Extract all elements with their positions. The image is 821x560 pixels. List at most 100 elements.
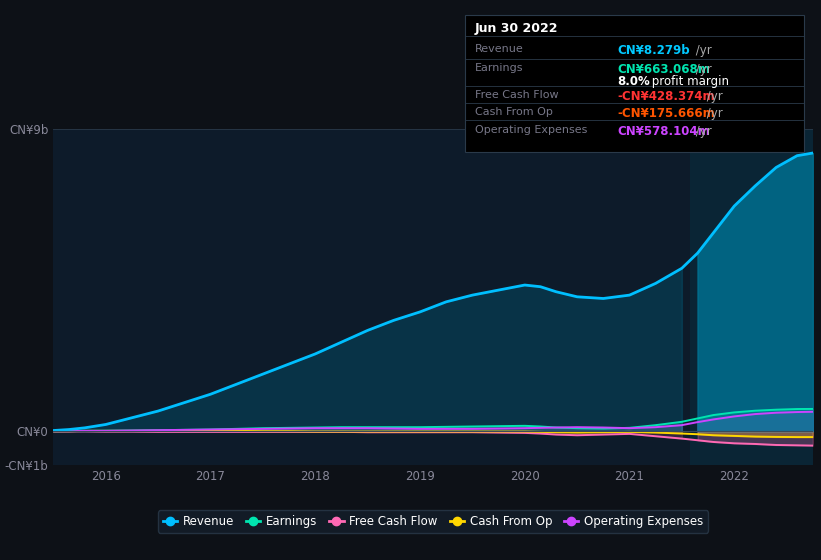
Operating Expenses	[709, 416, 718, 423]
Operating Expenses	[625, 425, 635, 432]
Cash From Op	[792, 433, 802, 440]
Cash From Op	[80, 427, 89, 434]
Free Cash Flow	[363, 429, 373, 436]
Cash From Op	[101, 427, 111, 434]
Free Cash Flow	[467, 429, 477, 436]
Free Cash Flow	[808, 442, 818, 449]
Revenue	[441, 298, 451, 305]
Text: Free Cash Flow: Free Cash Flow	[475, 90, 558, 100]
Free Cash Flow	[520, 430, 530, 436]
Operating Expenses	[771, 409, 781, 416]
Cash From Op	[729, 432, 739, 439]
Free Cash Flow	[709, 438, 718, 445]
Free Cash Flow	[284, 428, 294, 435]
Operating Expenses	[750, 410, 760, 417]
Revenue	[310, 351, 320, 357]
Operating Expenses	[179, 427, 189, 433]
Bar	[690, 129, 821, 465]
Operating Expenses	[310, 425, 320, 432]
Cash From Op	[415, 428, 425, 435]
Earnings	[179, 427, 189, 433]
Text: profit margin: profit margin	[648, 76, 729, 88]
Earnings	[127, 427, 137, 434]
Earnings	[792, 405, 802, 412]
Revenue	[127, 414, 137, 421]
Free Cash Flow	[625, 431, 635, 437]
Cash From Op	[127, 427, 137, 434]
Operating Expenses	[792, 409, 802, 416]
Cash From Op	[284, 428, 294, 435]
Revenue	[64, 426, 74, 433]
Operating Expenses	[535, 424, 545, 431]
Cash From Op	[808, 433, 818, 440]
Cash From Op	[520, 428, 530, 435]
Revenue	[651, 280, 661, 287]
Free Cash Flow	[80, 428, 89, 435]
Free Cash Flow	[599, 431, 608, 438]
Text: /yr: /yr	[692, 44, 712, 57]
Cash From Op	[551, 429, 561, 436]
Revenue	[520, 282, 530, 288]
Free Cash Flow	[415, 429, 425, 436]
Operating Expenses	[551, 424, 561, 431]
Text: Earnings: Earnings	[475, 63, 523, 73]
Revenue	[48, 427, 58, 434]
Operating Expenses	[363, 425, 373, 432]
Free Cash Flow	[64, 428, 74, 435]
Text: /yr: /yr	[703, 90, 722, 103]
Free Cash Flow	[771, 442, 781, 449]
Free Cash Flow	[729, 440, 739, 447]
Cash From Op	[709, 432, 718, 438]
Earnings	[467, 423, 477, 430]
Cash From Op	[441, 428, 451, 435]
Cash From Op	[693, 431, 703, 437]
Free Cash Flow	[127, 428, 137, 435]
Text: Revenue: Revenue	[475, 44, 524, 54]
Line: Earnings: Earnings	[53, 409, 813, 431]
Revenue	[493, 287, 503, 293]
Revenue	[80, 424, 89, 431]
Revenue	[792, 152, 802, 159]
Cash From Op	[64, 428, 74, 435]
Earnings	[389, 424, 399, 431]
Revenue	[709, 230, 718, 236]
Legend: Revenue, Earnings, Free Cash Flow, Cash From Op, Operating Expenses: Revenue, Earnings, Free Cash Flow, Cash …	[158, 510, 708, 533]
Cash From Op	[389, 428, 399, 435]
Earnings	[64, 428, 74, 435]
Cash From Op	[48, 428, 58, 435]
Free Cash Flow	[441, 429, 451, 436]
Revenue	[179, 399, 189, 406]
Revenue	[729, 203, 739, 209]
Earnings	[625, 424, 635, 431]
Cash From Op	[310, 428, 320, 435]
Revenue	[363, 327, 373, 334]
Cash From Op	[232, 427, 241, 434]
Operating Expenses	[693, 419, 703, 426]
Operating Expenses	[808, 408, 818, 415]
Free Cash Flow	[101, 428, 111, 435]
Free Cash Flow	[551, 431, 561, 438]
Earnings	[551, 424, 561, 431]
Operating Expenses	[729, 413, 739, 420]
Cash From Op	[750, 433, 760, 440]
Cash From Op	[363, 428, 373, 435]
Earnings	[232, 426, 241, 432]
Text: CN¥663.068m: CN¥663.068m	[617, 63, 710, 76]
Operating Expenses	[80, 427, 89, 434]
Cash From Op	[771, 433, 781, 440]
Operating Expenses	[64, 428, 74, 435]
Operating Expenses	[467, 426, 477, 432]
Line: Revenue: Revenue	[53, 153, 813, 431]
Operating Expenses	[48, 428, 58, 435]
Revenue	[750, 183, 760, 189]
Free Cash Flow	[48, 428, 58, 435]
Earnings	[258, 425, 268, 432]
Revenue	[551, 288, 561, 295]
Earnings	[535, 423, 545, 430]
Free Cash Flow	[258, 428, 268, 435]
Free Cash Flow	[493, 429, 503, 436]
Cash From Op	[493, 428, 503, 435]
Cash From Op	[651, 429, 661, 436]
Operating Expenses	[154, 427, 163, 433]
Revenue	[808, 150, 818, 156]
